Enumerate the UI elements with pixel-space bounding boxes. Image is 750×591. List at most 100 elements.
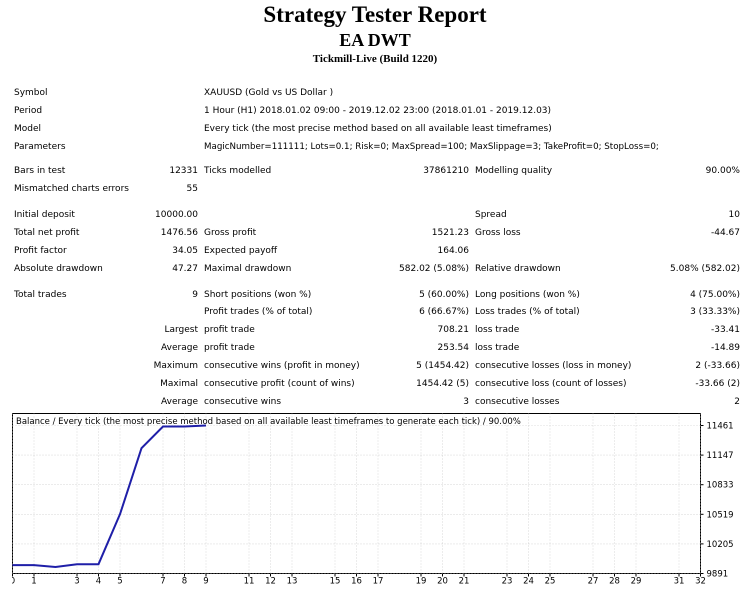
bars-in-test-value: 12331: [169, 166, 198, 176]
short-positions-value: 5 (60.00%): [419, 290, 469, 300]
spread-label: Spread: [475, 210, 507, 220]
x-tick-label: 19: [416, 577, 427, 586]
x-tick-label: 12: [265, 577, 276, 586]
spread-value: 10: [728, 210, 740, 220]
y-tick-label: 9891: [707, 570, 729, 580]
absolute-drawdown-label: Absolute drawdown: [14, 264, 103, 274]
mismatched-label: Mismatched charts errors: [14, 184, 129, 194]
average-consecutive-losses-label: consecutive losses: [475, 397, 560, 407]
x-tick-label: 27: [588, 577, 599, 586]
average-profit-value: 253.54: [437, 343, 470, 353]
average-consecutive-wins-value: 3: [463, 397, 469, 407]
parameters-value: MagicNumber=111111; Lots=0.1; Risk=0; Ma…: [204, 142, 659, 152]
average-profit-label: profit trade: [204, 343, 255, 353]
x-tick-label: 25: [545, 577, 556, 586]
initial-deposit-value: 10000.00: [155, 210, 198, 220]
period-value: 1 Hour (H1) 2018.01.02 09:00 - 2019.12.0…: [204, 106, 552, 116]
x-tick-label: 5: [117, 577, 122, 586]
model-value: Every tick (the most precise method base…: [204, 124, 552, 134]
total-net-profit-value: 1476.56: [160, 228, 198, 238]
maximal-profit-label: consecutive profit (count of wins): [204, 379, 355, 389]
x-tick-label: 3: [74, 577, 79, 586]
x-tick-label: 32: [695, 577, 706, 586]
profit-trades-label: Profit trades (% of total): [204, 307, 313, 317]
long-positions-value: 4 (75.00%): [690, 290, 740, 300]
x-tick-label: 31: [674, 577, 685, 586]
mismatched-value: 55: [186, 184, 198, 194]
maximal-profit-value: 1454.42 (5): [416, 379, 469, 389]
profit-factor-label: Profit factor: [14, 246, 67, 256]
chart-grid: [12, 413, 701, 574]
expected-payoff-value: 164.06: [437, 246, 470, 256]
chart-x-axis: 0 1 3 4 5 7 8 9 11 12 13 15 16 17 19 20 21 23 24 25 27 28 29 31…: [12, 573, 706, 586]
absolute-drawdown-value: 47.27: [172, 264, 198, 274]
total-trades-label: Total trades: [14, 290, 67, 300]
x-tick-label: 8: [182, 577, 187, 586]
total-trades-value: 9: [192, 290, 198, 300]
profit-trades-value: 6 (66.67%): [419, 307, 469, 317]
x-tick-label: 17: [373, 577, 384, 586]
largest-profit-value: 708.21: [437, 325, 470, 335]
total-net-profit-label: Total net profit: [14, 228, 80, 238]
balance-line: [12, 424, 207, 569]
period-label: Period: [14, 106, 43, 116]
y-tick-label: 10833: [707, 481, 734, 491]
y-tick-label: 10205: [707, 540, 734, 550]
server-build: Tickmill-Live (Build 1220): [312, 53, 438, 65]
maximum-losses-label: consecutive losses (loss in money): [475, 361, 632, 371]
bars-in-test-label: Bars in test: [14, 166, 66, 176]
largest-prefix: Largest: [164, 325, 198, 335]
average2-prefix: Average: [161, 397, 198, 407]
y-tick-label: 11461: [707, 422, 734, 432]
largest-loss-label: loss trade: [475, 325, 520, 335]
modelling-quality-label: Modelling quality: [475, 166, 553, 176]
modelling-quality-value: 90.00%: [705, 166, 740, 176]
ticks-modelled-value: 37861210: [423, 166, 469, 176]
ticks-modelled-label: Ticks modelled: [204, 166, 272, 176]
maximal-loss-value: -33.66 (2): [695, 379, 740, 389]
x-tick-label: 0: [12, 577, 15, 586]
long-positions-label: Long positions (won %): [475, 290, 580, 300]
x-tick-label: 24: [523, 577, 534, 586]
ea-name: EA DWT: [339, 30, 411, 50]
maximum-wins-value: 5 (1454.42): [416, 361, 469, 371]
x-tick-label: 7: [160, 577, 165, 586]
initial-deposit-label: Initial deposit: [14, 210, 75, 220]
chart-y-axis: 9891 10205 10519 10833 11147 11461: [700, 422, 734, 580]
relative-drawdown-value: 5.08% (582.02): [670, 264, 740, 274]
expected-payoff-label: Expected payoff: [204, 246, 278, 256]
average-loss-label: loss trade: [475, 343, 520, 353]
maximal-prefix: Maximal: [160, 379, 198, 389]
maximum-wins-label: consecutive wins (profit in money): [204, 361, 360, 371]
y-tick-label: 10519: [707, 510, 734, 520]
gross-loss-label: Gross loss: [475, 228, 521, 238]
chart-series: [12, 424, 207, 569]
maximum-prefix: Maximum: [153, 361, 198, 371]
loss-trades-label: Loss trades (% of total): [475, 307, 580, 317]
maximal-drawdown-label: Maximal drawdown: [204, 264, 292, 274]
model-label: Model: [14, 124, 42, 134]
x-tick-label: 9: [203, 577, 208, 586]
x-tick-label: 4: [96, 577, 101, 586]
x-tick-label: 20: [437, 577, 448, 586]
short-positions-label: Short positions (won %): [204, 290, 312, 300]
x-tick-label: 16: [351, 577, 362, 586]
symbol-value: XAUUSD (Gold vs US Dollar ): [204, 88, 334, 98]
average-consecutive-losses-value: 2: [734, 397, 740, 407]
average-loss-value: -14.89: [710, 343, 740, 353]
x-tick-label: 11: [244, 577, 255, 586]
largest-loss-value: -33.41: [710, 325, 740, 335]
maximal-drawdown-value: 582.02 (5.08%): [399, 264, 469, 274]
largest-profit-label: profit trade: [204, 325, 255, 335]
y-tick-label: 11147: [707, 451, 734, 461]
average-consecutive-wins-label: consecutive wins: [204, 397, 282, 407]
balance-chart-svg: Balance / Every tick (the most precise m…: [12, 413, 734, 586]
parameters-label: Parameters: [14, 142, 66, 152]
balance-chart: Balance / Every tick (the most precise m…: [12, 413, 737, 585]
report-title: Strategy Tester Report: [263, 2, 487, 27]
gross-profit-label: Gross profit: [204, 228, 257, 238]
x-tick-label: 13: [287, 577, 298, 586]
gross-loss-value: -44.67: [710, 228, 740, 238]
x-tick-label: 29: [631, 577, 642, 586]
x-tick-label: 15: [330, 577, 341, 586]
